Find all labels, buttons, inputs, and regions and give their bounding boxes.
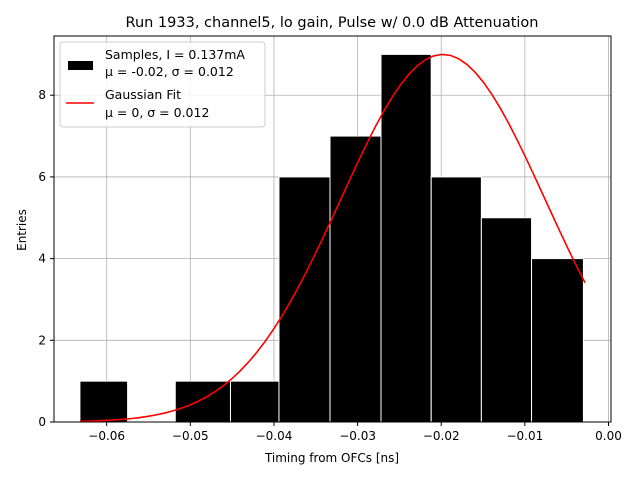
histogram-bar	[380, 53, 432, 423]
legend-stats-samples: μ = -0.02, σ = 0.012	[105, 64, 234, 79]
y-tick-label: 8	[38, 88, 46, 102]
fit-curve	[79, 53, 586, 423]
x-tick-label: −0.04	[256, 429, 293, 443]
legend-label-samples: Samples, I = 0.137mA	[105, 47, 245, 62]
plot-frame	[53, 35, 612, 423]
histogram-bar	[278, 176, 331, 423]
histogram-bar	[531, 258, 584, 423]
x-tick-label: −0.06	[88, 429, 125, 443]
x-tick-label: −0.01	[506, 429, 543, 443]
legend-frame	[59, 41, 266, 128]
histogram-bar	[480, 217, 533, 423]
y-tick-label: 0	[38, 415, 46, 429]
axes	[53, 35, 612, 423]
legend: Samples, I = 0.137mA μ = -0.02, σ = 0.01…	[59, 41, 266, 128]
x-axis-label: Timing from OFCs [ns]	[264, 451, 399, 465]
histogram-bar	[229, 380, 280, 423]
gaussian-fit	[79, 53, 586, 423]
legend-label-fit: Gaussian Fit	[105, 87, 181, 102]
histogram-bar	[79, 380, 129, 423]
histogram-bar	[430, 176, 482, 423]
x-tick-label: −0.03	[339, 429, 376, 443]
y-tick-label: 2	[38, 333, 46, 347]
histogram-bar	[329, 135, 382, 423]
y-axis-label: Entries	[15, 209, 29, 251]
x-tick-label: −0.02	[423, 429, 460, 443]
x-tick-label: −0.05	[172, 429, 209, 443]
histogram-bars	[79, 53, 584, 423]
axis-ticks: −0.06 −0.05 −0.04 −0.03 −0.02 −0.01 0.00 0 2 4 6 8	[38, 88, 621, 443]
chart-title: Run 1933, channel5, lo gain, Pulse w/ 0.…	[126, 15, 539, 31]
legend-stats-fit: μ = 0, σ = 0.012	[105, 105, 209, 120]
x-tick-label: 0.00	[595, 429, 622, 443]
y-tick-label: 4	[38, 252, 46, 266]
y-tick-label: 6	[38, 170, 46, 184]
legend-swatch-samples	[68, 61, 93, 70]
